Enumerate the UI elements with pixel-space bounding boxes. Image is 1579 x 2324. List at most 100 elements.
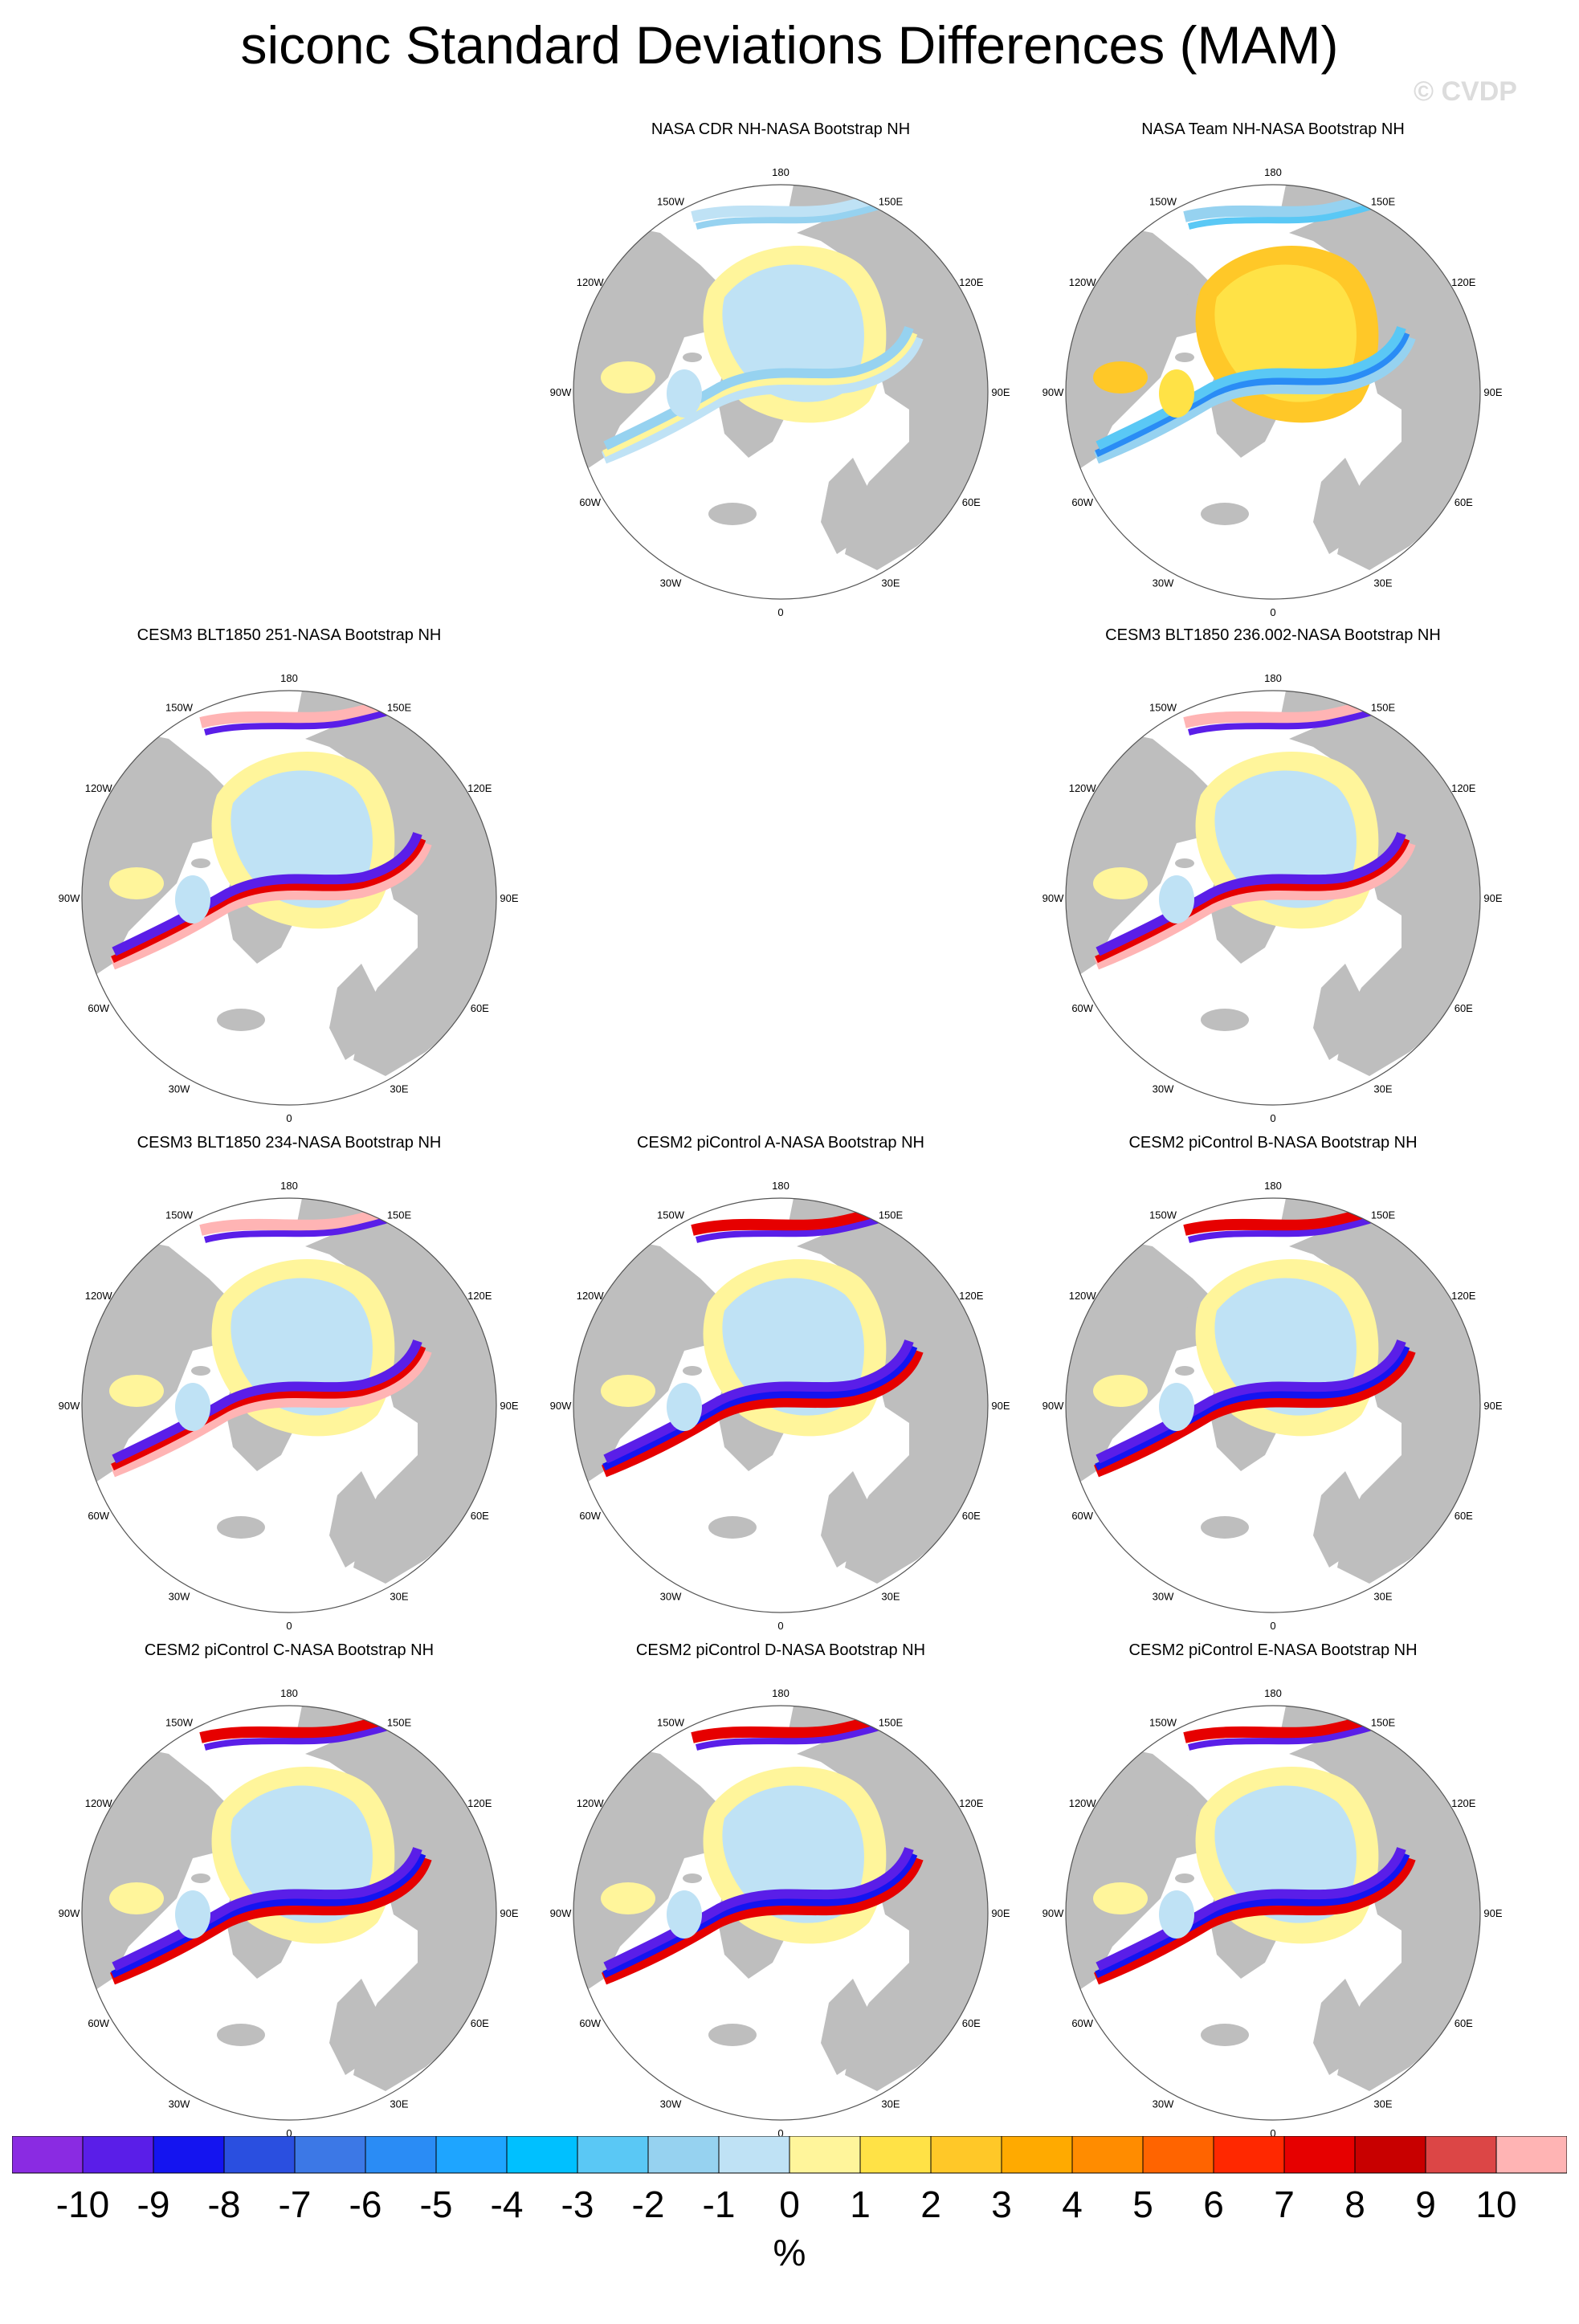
ice-diff-core <box>1214 264 1357 402</box>
scandinavia <box>1313 1979 1361 2075</box>
ice-diff-core <box>1214 1785 1357 1923</box>
longitude-label: 60E <box>1455 2017 1473 2029</box>
longitude-label: 150W <box>165 1209 194 1221</box>
baffin-diff <box>175 875 210 923</box>
longitude-label: 120E <box>467 1797 492 1809</box>
longitude-label: 90W <box>1042 1907 1064 1919</box>
longitude-label: 90E <box>500 892 518 904</box>
longitude-label: 90E <box>991 386 1010 398</box>
longitude-label: 0 <box>777 2127 783 2139</box>
island <box>191 1366 210 1376</box>
longitude-label: 60E <box>471 2017 489 2029</box>
colorbar-tick-label: 9 <box>1415 2183 1436 2225</box>
longitude-label: 120W <box>85 1290 113 1302</box>
colorbar-swatch <box>1213 2136 1285 2174</box>
colorbar-tick-label: -1 <box>702 2183 736 2225</box>
longitude-label: 180 <box>1264 166 1282 178</box>
ice-edge-mid <box>602 1853 918 1979</box>
colorbar-tick-label: -5 <box>419 2183 453 2225</box>
longitude-label: 150W <box>1149 1209 1177 1221</box>
baffin-diff <box>667 1890 702 1939</box>
longitude-label: 0 <box>1270 1620 1275 1632</box>
longitude-label: 120E <box>1451 1797 1476 1809</box>
longitude-label: 90E <box>1483 386 1502 398</box>
eurasia <box>305 707 496 1076</box>
ice-edge-outer <box>1094 1856 1416 1985</box>
longitude-label: 90W <box>550 1907 572 1919</box>
longitude-label: 0 <box>1270 1112 1275 1124</box>
ice-edge-inner <box>112 831 422 956</box>
colorbar-tick-label: -4 <box>490 2183 524 2225</box>
colorbar-swatch <box>1425 2136 1497 2174</box>
colorbar-swatch <box>1071 2136 1144 2174</box>
longitude-label: 150E <box>387 1717 412 1729</box>
colorbar-tick-label: 5 <box>1132 2183 1153 2225</box>
colorbar <box>12 2136 1567 2174</box>
ice-diff-core <box>1214 1278 1357 1416</box>
island <box>1165 817 1188 830</box>
ice-edge-inner <box>1096 1846 1406 1971</box>
map-panel: CESM2 piControl A-NASA Bootstrap NH 180 15… <box>532 1134 1030 1648</box>
ice-edge-outer <box>1094 1348 1416 1478</box>
map-boundary <box>573 1197 989 1613</box>
map-panel: NASA CDR NH-NASA Bootstrap NH 180 150E 120E… <box>532 120 1030 634</box>
figure-title: siconc Standard Deviations Differences (… <box>240 15 1339 75</box>
map-boundary <box>81 1705 497 2121</box>
ice-diff-core <box>1214 770 1357 908</box>
map-boundary <box>1065 1197 1481 1613</box>
longitude-label: 180 <box>1264 1687 1282 1699</box>
longitude-label: 60W <box>579 2017 601 2029</box>
longitude-label: 120W <box>85 1797 113 1809</box>
longitude-label: 120E <box>959 1797 984 1809</box>
longitude-label: 150W <box>165 1717 194 1729</box>
longitude-label: 90E <box>991 1400 1010 1412</box>
longitude-label: 60W <box>88 2017 109 2029</box>
colorbar-tick-label: 7 <box>1274 2183 1295 2225</box>
longitude-label: 30W <box>169 1590 190 1602</box>
panel-title: NASA Team NH-NASA Bootstrap NH <box>1141 120 1405 138</box>
hudson-bay-diff <box>601 1882 655 1914</box>
longitude-label: 150W <box>657 196 685 208</box>
hudson-bay-diff <box>109 1375 164 1407</box>
longitude-label: 90W <box>1042 386 1064 398</box>
ice-edge-outer <box>602 1348 924 1478</box>
colorbar-swatch <box>82 2136 154 2174</box>
polar-map: 180 150E 120E 90E 60E 30E 0 30W 60W 90W 120W 150W <box>59 1687 519 2139</box>
longitude-label: 120E <box>959 276 984 288</box>
longitude-label: 0 <box>1270 2127 1275 2139</box>
longitude-label: 120E <box>1451 276 1476 288</box>
island <box>673 1832 696 1845</box>
longitude-label: 90W <box>59 1907 80 1919</box>
baffin-diff <box>667 369 702 418</box>
eurasia <box>1289 1722 1480 2091</box>
longitude-label: 120E <box>467 782 492 794</box>
longitude-label: 150E <box>1371 702 1396 714</box>
longitude-label: 90E <box>1483 1907 1502 1919</box>
map-boundary <box>1065 184 1481 600</box>
colorbar-swatch <box>294 2136 366 2174</box>
island <box>1165 311 1188 324</box>
longitude-label: 180 <box>1264 1180 1282 1192</box>
colorbar-tick-label: 0 <box>779 2183 800 2225</box>
scandinavia <box>821 458 869 554</box>
longitude-label: 0 <box>1270 606 1275 618</box>
colorbar-tick-label: 10 <box>1475 2183 1517 2225</box>
colorbar-swatch <box>365 2136 437 2174</box>
ice-edge-mid <box>1095 1853 1410 1979</box>
ice-edge-outer <box>110 841 432 970</box>
ice-edge-outer <box>110 1348 432 1478</box>
longitude-label: 60E <box>1455 1510 1473 1522</box>
colorbar-swatch <box>789 2136 861 2174</box>
longitude-label: 150W <box>165 702 194 714</box>
ice-edge-mid <box>1095 1345 1410 1471</box>
map-panel: CESM2 piControl C-NASA Bootstrap NH 180 15… <box>40 1641 538 2155</box>
ice-edge-mid <box>111 1853 426 1979</box>
iceland <box>708 1516 757 1539</box>
colorbar-swatch <box>153 2136 225 2174</box>
longitude-label: 90W <box>550 386 572 398</box>
longitude-label: 30W <box>1153 577 1174 589</box>
longitude-label: 150E <box>879 196 904 208</box>
scandinavia <box>1313 458 1361 554</box>
longitude-label: 150E <box>1371 196 1396 208</box>
ice-edge-mid <box>1095 838 1410 964</box>
